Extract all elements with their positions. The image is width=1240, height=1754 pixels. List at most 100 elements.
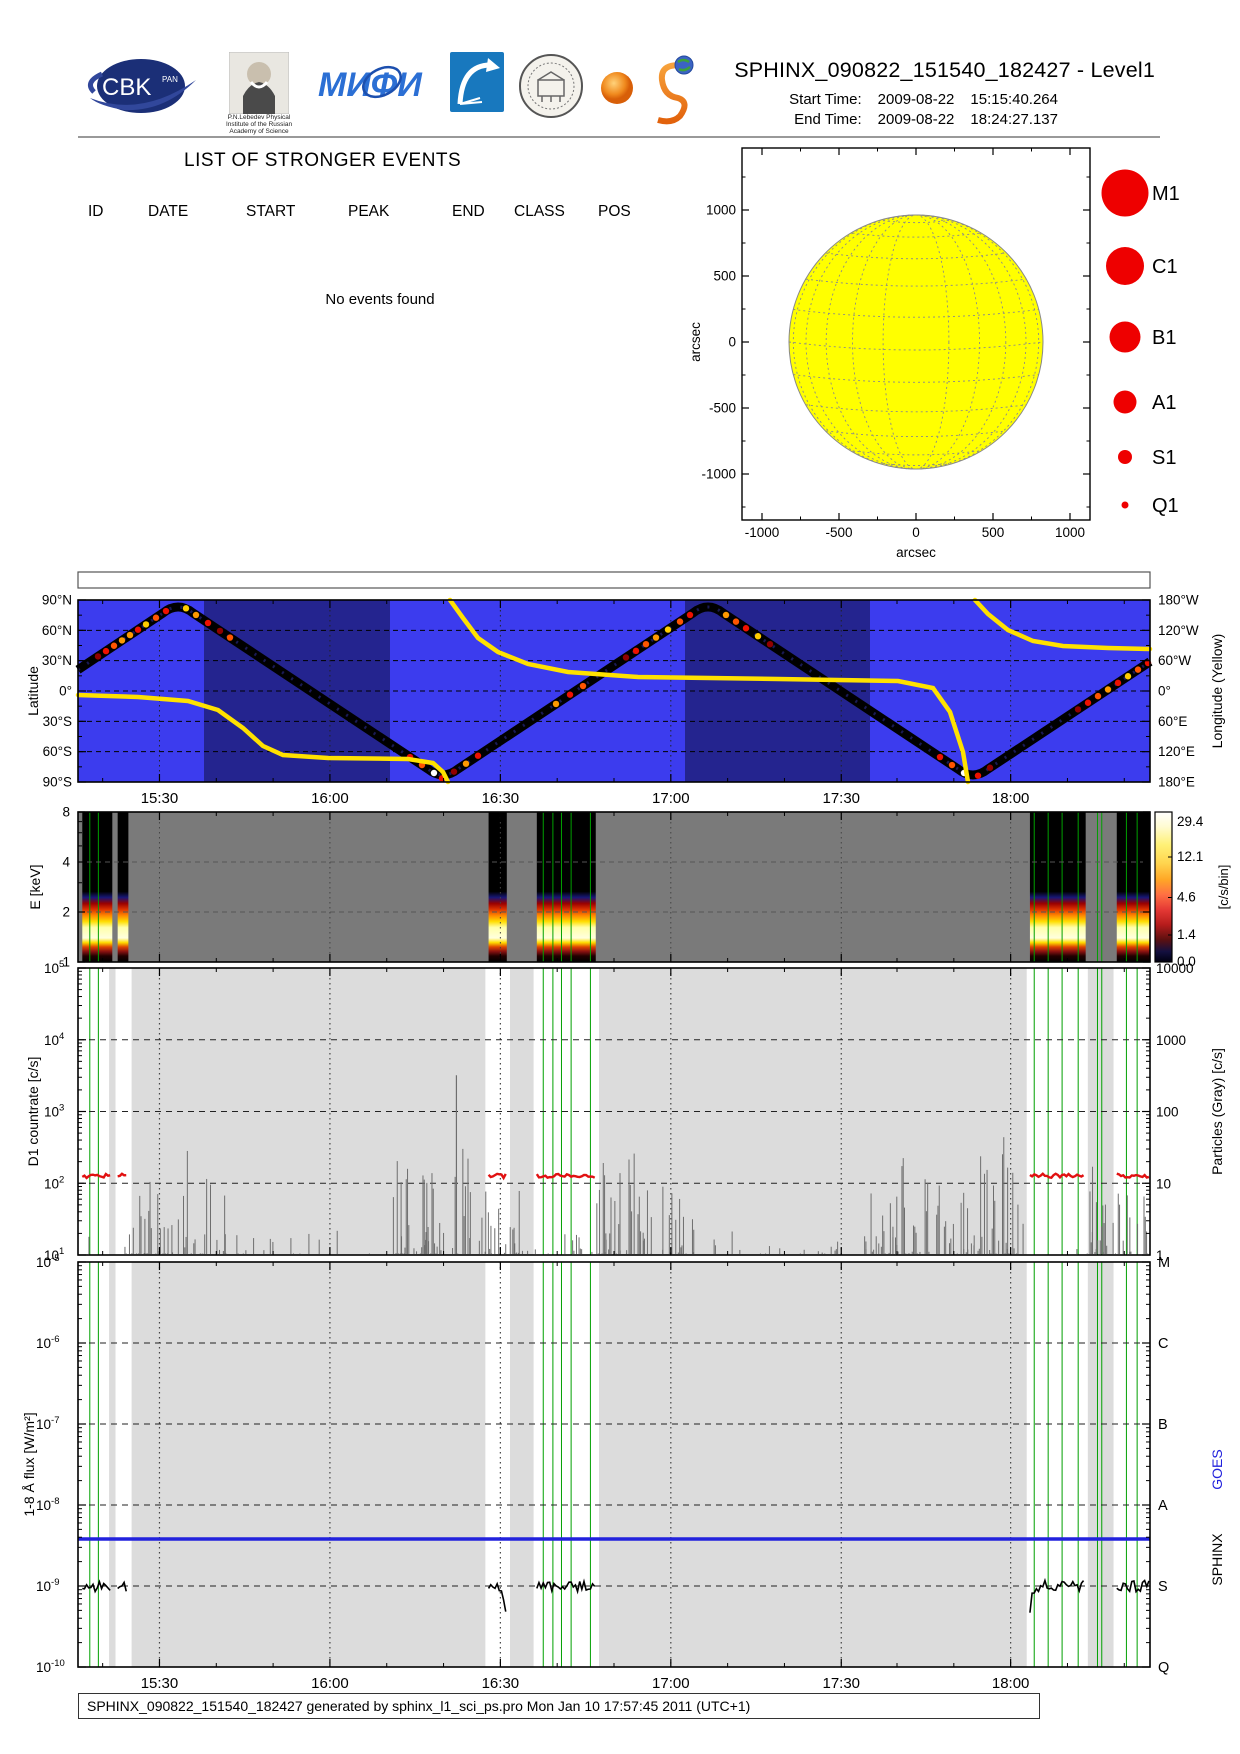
- orbit-flux-dot: [226, 634, 234, 641]
- colorbar: [1154, 811, 1173, 963]
- time-axis-label: 16:30: [482, 790, 520, 807]
- heliographic-parallel: [788, 341, 1044, 351]
- spectrogram-panel: 8 4 2 1 E [keV] 29.4 12.1 4.6 1.4 0.0 [c/s/bin]: [27, 805, 1231, 970]
- end-time-label: End Time:: [794, 111, 862, 128]
- start-date-value: 2009-08-22: [877, 91, 955, 108]
- lat-tick-label: 90°N: [42, 593, 72, 608]
- d1-left-tick-label: 103: [44, 1103, 64, 1120]
- orbit-flux-dot: [192, 611, 200, 619]
- events-column-headers: ID DATE START PEAK END CLASS POS: [0, 203, 740, 223]
- colorbar-label: 4.6: [1177, 890, 1196, 905]
- orbit-flux-dot: [579, 682, 587, 690]
- start-time-value: 15:15:40.264: [970, 91, 1058, 108]
- orbit-flux-dot: [162, 607, 170, 615]
- orbit-flux-dot: [134, 626, 142, 633]
- specula-panormitana-seal: [518, 52, 584, 120]
- flare-class-symbol: [1106, 247, 1144, 285]
- spec-tick-label: 2: [62, 905, 70, 920]
- time-range-block: Start Time: 2009-08-22 15:15:40.264 End …: [789, 90, 1058, 130]
- sun-icon: [598, 52, 636, 112]
- flare-class-symbol: [1109, 321, 1141, 353]
- events-column-date: DATE: [148, 203, 189, 220]
- event-marker-bar: [77, 571, 1151, 589]
- d1-right-tick-label: 100: [1156, 1105, 1179, 1120]
- sun-y-tick-label: 1000: [706, 203, 736, 218]
- flux-panel: M C B A S Q 1-8 Å flux [W/m²] SPHINX GOES 15:30 16…: [21, 1255, 1225, 1692]
- orbit-flux-dot: [642, 640, 650, 648]
- flux-left-tick-label: 10-8: [36, 1496, 59, 1513]
- heliographic-parallel: [793, 309, 1039, 318]
- time-axis-label: 17:30: [822, 1675, 860, 1692]
- flare-class-symbol: [1121, 501, 1129, 509]
- sphinx-flux-trace: [117, 1580, 128, 1592]
- orbit-flux-dot: [742, 625, 750, 632]
- orbit-flux-dot: [652, 634, 660, 641]
- d1-red-quiet-sun-trace: [1116, 1172, 1150, 1179]
- time-axis-label: 16:00: [311, 790, 349, 807]
- orbit-flux-dot: [632, 647, 640, 655]
- map-right-ylabel: Longitude (Yellow): [1209, 634, 1225, 749]
- time-axis-label: 16:30: [482, 1675, 520, 1692]
- sun-y-tick-label: -1000: [701, 467, 736, 482]
- arch-logo-image: [450, 52, 504, 112]
- heliographic-parallel: [826, 430, 1006, 438]
- start-time-label: Start Time:: [789, 91, 862, 108]
- time-axis-label: 18:00: [992, 790, 1030, 807]
- sun-y-tick-label: 500: [713, 269, 736, 284]
- orbit-flux-dot: [126, 631, 134, 639]
- events-column-class: CLASS: [514, 203, 565, 220]
- orbit-flux-dot: [986, 764, 994, 771]
- sphinx-flux-trace: [1116, 1579, 1150, 1594]
- sphinx-flux-trace: [536, 1578, 596, 1595]
- logo-row: CBK PAN P.N.Lebedev Physical Institute o…: [84, 52, 696, 140]
- orbit-flux-dot: [1134, 666, 1142, 673]
- time-axis-label: 15:30: [141, 1675, 179, 1692]
- orbit-flux-dot: [664, 626, 672, 633]
- orbit-flux-dot: [566, 691, 574, 698]
- sphinx-s-logo: [650, 52, 696, 126]
- spec-tick-label: 1: [62, 955, 70, 970]
- orbit-flux-dot: [622, 654, 630, 661]
- sun-y-tick-label: -500: [709, 401, 736, 416]
- lebedev-institute-logo: P.N.Lebedev Physical Institute of the Ru…: [216, 52, 302, 135]
- orbit-flux-dot: [152, 614, 160, 621]
- lon-tick-label: 180°W: [1158, 593, 1199, 608]
- events-list-title: LIST OF STRONGER EVENTS: [184, 150, 462, 171]
- flare-class-symbol: [1118, 450, 1132, 464]
- lat-tick-label: 0°: [59, 684, 72, 699]
- spectrogram-data-band: [1029, 812, 1086, 962]
- flux-ylabel: 1-8 Å flux [W/m²]: [21, 1412, 37, 1516]
- time-axis-label: 17:00: [652, 1675, 690, 1692]
- sun-x-tick-label: 500: [982, 525, 1005, 540]
- lebedev-caption: P.N.Lebedev Physical Institute of the Ru…: [225, 114, 293, 135]
- events-column-start: START: [246, 203, 296, 220]
- footer-generation-note: SPHINX_090822_151540_182427 generated by…: [78, 1693, 1040, 1719]
- lon-tick-label: 120°W: [1158, 623, 1199, 638]
- lon-tick-label: 120°E: [1158, 744, 1195, 759]
- flare-class-label: Q1: [1152, 495, 1179, 517]
- yellow-longitude-curve: [75, 692, 451, 785]
- orbit-flux-dot: [430, 769, 438, 777]
- yellow-longitude-curve: [447, 597, 971, 785]
- orbit-flux-dot: [1104, 686, 1112, 693]
- time-axis-label: 17:00: [652, 790, 690, 807]
- flux-left-tick-label: 10-10: [36, 1658, 65, 1675]
- orbit-flux-dot: [1124, 673, 1132, 680]
- flare-class-label: S1: [1152, 447, 1176, 469]
- heliographic-parallel: [793, 374, 1039, 383]
- heliographic-meridian: [852, 214, 980, 470]
- orbit-flux-dot: [182, 605, 190, 612]
- lebedev-portrait-image: [229, 52, 289, 114]
- goes-class-letter: M: [1158, 1255, 1170, 1271]
- page-title: SPHINX_090822_151540_182427 - Level1: [734, 58, 1155, 82]
- time-axis-label: 16:00: [311, 1675, 349, 1692]
- lon-tick-label: 60°W: [1158, 653, 1191, 668]
- orbit-flux-dot: [766, 640, 774, 648]
- goes-class-letter: C: [1158, 1336, 1168, 1352]
- spec-ylabel: E [keV]: [27, 864, 43, 909]
- events-column-pos: POS: [598, 203, 631, 220]
- flux-left-tick-label: 10-6: [36, 1334, 59, 1351]
- arch-logo: [450, 52, 504, 112]
